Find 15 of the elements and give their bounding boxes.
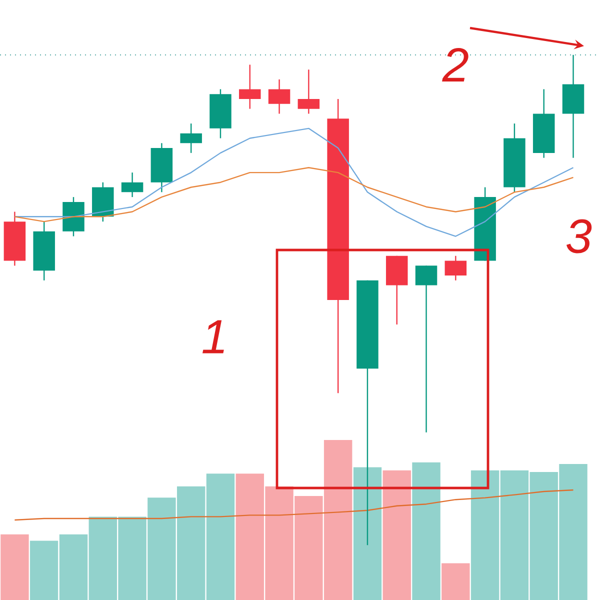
- candlestick: [239, 64, 261, 110]
- bar: [353, 467, 382, 600]
- candlestick: [415, 265, 438, 433]
- annotation: 3: [566, 219, 592, 254]
- bar: [412, 462, 440, 600]
- candlestick: [268, 78, 290, 114]
- candlestick: [444, 255, 467, 281]
- bar: [0, 534, 29, 600]
- candlestick: [121, 172, 144, 198]
- candlestick: [298, 69, 320, 114]
- annotation: 2: [442, 48, 468, 82]
- bar: [442, 563, 470, 600]
- annotation: 1: [202, 320, 224, 354]
- bar: [382, 470, 411, 600]
- candlestick: [180, 122, 202, 154]
